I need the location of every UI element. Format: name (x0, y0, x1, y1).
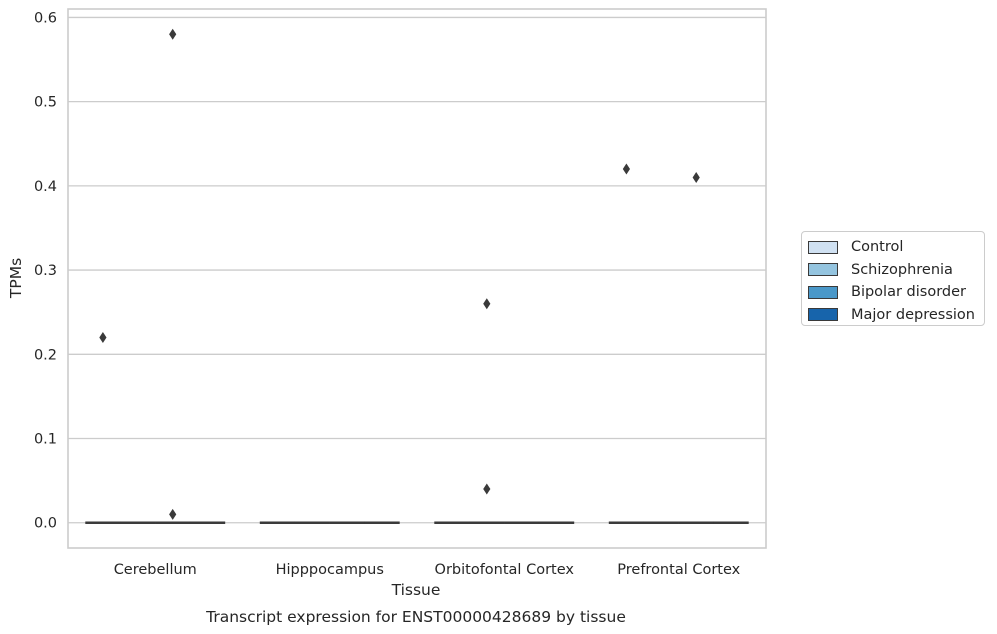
legend: Control Schizophrenia Bipolar disorder M… (801, 231, 985, 326)
legend-item-control: Control (808, 236, 984, 259)
x-tick-labels: Cerebellum Hipppocampus Orbitofontal Corte… (114, 562, 741, 578)
outlier-point (169, 28, 177, 40)
outlier-point (483, 483, 491, 495)
y-tick-label: 0.3 (34, 263, 57, 279)
y-tick-label: 0.0 (34, 516, 57, 532)
y-tick-label: 0.5 (34, 95, 57, 111)
legend-item-major-depression: Major depression (808, 304, 984, 327)
legend-label-bipolar-disorder: Bipolar disorder (851, 284, 966, 301)
x-tick-label: Cerebellum (114, 562, 197, 578)
outlier-point (622, 163, 630, 175)
gridlines (68, 16, 766, 524)
y-axis-title: TPMs (7, 258, 25, 299)
plot-area-frame (67, 8, 767, 549)
outliers (99, 28, 700, 520)
x-tick-label: Hipppocampus (276, 562, 384, 578)
legend-item-schizophrenia: Schizophrenia (808, 259, 984, 282)
y-tick-labels: 0.0 0.1 0.2 0.3 0.4 0.5 0.6 (34, 10, 57, 531)
legend-swatch-bipolar-disorder (808, 285, 838, 299)
x-tick-label: Orbitofontal Cortex (435, 562, 575, 578)
outlier-point (483, 298, 491, 310)
y-tick-label: 0.2 (34, 347, 57, 363)
legend-label-schizophrenia: Schizophrenia (851, 261, 953, 278)
x-axis-title: Tissue (391, 581, 441, 599)
outlier-point (169, 508, 177, 520)
y-tick-label: 0.6 (34, 10, 57, 26)
outlier-point (692, 171, 700, 183)
legend-label-control: Control (851, 239, 904, 256)
legend-label-major-depression: Major depression (851, 306, 975, 323)
legend-swatch-schizophrenia (808, 263, 838, 277)
chart-caption: Transcript expression for ENST0000042868… (205, 608, 626, 626)
legend-item-bipolar-disorder: Bipolar disorder (808, 281, 984, 304)
y-tick-label: 0.4 (34, 179, 57, 195)
x-tick-label: Prefrontal Cortex (617, 562, 740, 578)
legend-swatch-control (808, 240, 838, 254)
legend-swatch-major-depression (808, 308, 838, 322)
outlier-point (99, 331, 107, 343)
y-tick-label: 0.1 (34, 432, 57, 448)
boxes (85, 521, 749, 524)
